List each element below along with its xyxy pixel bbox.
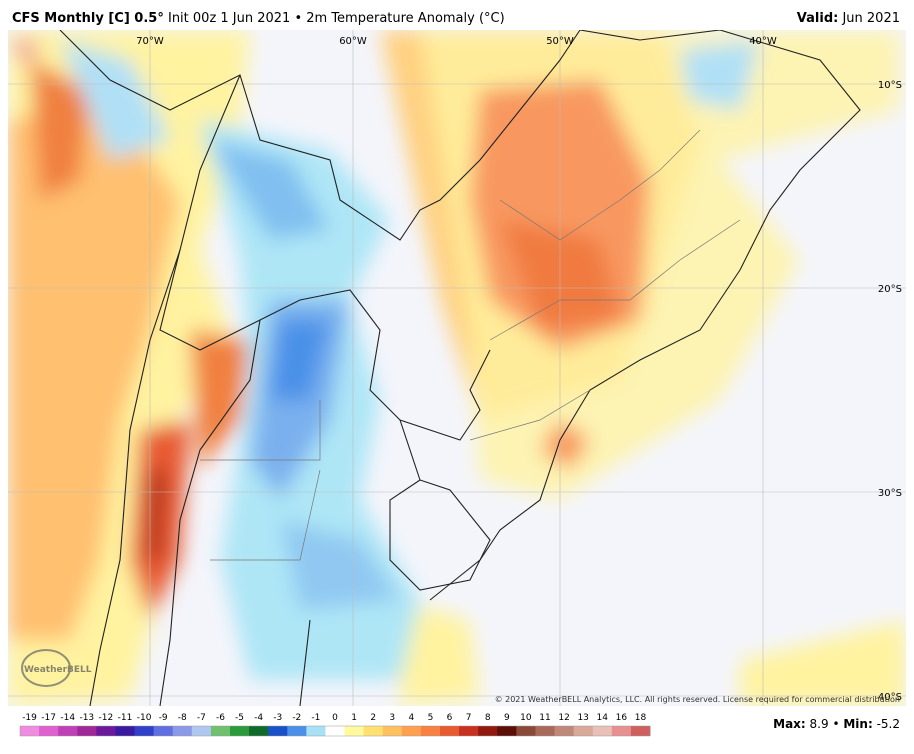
colorbar-label: 14 xyxy=(597,713,609,723)
colorbar-swatch xyxy=(611,726,632,736)
lon-label: 60°W xyxy=(339,36,367,47)
colorbar-label: -4 xyxy=(254,713,263,723)
colorbar-swatch xyxy=(478,726,498,736)
colorbar-swatch xyxy=(210,726,231,736)
colorbar-swatch xyxy=(516,726,536,736)
colorbar-label: 12 xyxy=(558,713,569,723)
colorbar-swatch xyxy=(287,726,307,736)
colorbar-swatch xyxy=(592,726,613,736)
colorbar-swatch xyxy=(172,726,193,736)
colorbar-swatch xyxy=(268,726,288,736)
colorbar-label: 6 xyxy=(447,713,453,723)
lon-label: 40°W xyxy=(749,36,777,47)
colorbar-swatch xyxy=(535,726,556,736)
colorbar-label: -13 xyxy=(79,713,94,723)
valid: Valid: Jun 2021 xyxy=(797,11,900,26)
colorbar-label: -3 xyxy=(273,713,282,723)
colorbar-label: -17 xyxy=(41,713,56,723)
colorbar-label: 16 xyxy=(616,713,628,723)
colorbar-swatch xyxy=(230,726,250,736)
colorbar-label: -12 xyxy=(99,713,114,723)
colorbar-swatch xyxy=(363,726,384,736)
state-borders xyxy=(200,129,741,561)
colorbar-label: -6 xyxy=(216,713,225,723)
lat-label: 40°S xyxy=(878,692,902,703)
colorbar-frame xyxy=(19,725,651,737)
colorbar-swatch xyxy=(134,726,155,736)
graticule xyxy=(8,30,906,706)
colorbar-label: 9 xyxy=(504,713,510,723)
colorbar-swatch xyxy=(325,726,346,736)
colorbar-label: 1 xyxy=(351,713,357,723)
logo-text: WeatherBELL xyxy=(24,665,92,675)
colorbar-swatch xyxy=(58,726,78,736)
colorbar-label: -1 xyxy=(311,713,320,723)
colorbar-label: -7 xyxy=(197,713,206,723)
colorbar-label: 7 xyxy=(466,713,472,723)
title: CFS Monthly [C] 0.5° Init 00z 1 Jun 2021… xyxy=(12,11,505,26)
colorbar-swatch xyxy=(96,726,116,736)
colorbar-swatch xyxy=(77,726,97,736)
colorbar-swatch xyxy=(401,726,422,736)
anomaly-field xyxy=(8,30,906,706)
colorbar: -19 -17 -14 -13 -12 -11 -10 -9 -8 -7 -6 -5 -4 -3 -2 -1 0… xyxy=(19,713,651,737)
colorbar-swatch xyxy=(249,726,269,736)
colorbar-label: -19 xyxy=(22,713,37,723)
colorbar-label: -10 xyxy=(137,713,152,723)
colorbar-swatch xyxy=(115,726,136,736)
lat-label: 30°S xyxy=(878,488,902,499)
logo: WeatherBELL xyxy=(21,649,92,687)
colorbar-swatch xyxy=(420,726,441,736)
colorbar-label: 2 xyxy=(370,713,376,723)
colorbar-label: -11 xyxy=(118,713,133,723)
colorbar-label: 0 xyxy=(332,713,338,723)
colorbar-label: 11 xyxy=(539,713,550,723)
colorbar-label: -2 xyxy=(292,713,301,723)
lat-label: 20°S xyxy=(878,284,902,295)
colorbar-swatch xyxy=(306,726,326,736)
lon-label: 50°W xyxy=(546,36,574,47)
colorbar-label: 8 xyxy=(485,713,491,723)
map: 70°W 60°W 50°W 40°W 10°S 20°S 30°S 40°S … xyxy=(8,30,906,706)
lat-label: 10°S xyxy=(878,80,902,91)
colorbar-swatch xyxy=(630,726,651,736)
colorbar-swatch xyxy=(573,726,594,736)
colorbar-swatch xyxy=(191,726,212,736)
colorbar-swatch xyxy=(440,726,460,736)
colorbar-swatch xyxy=(497,726,517,736)
colorbar-swatch xyxy=(344,726,365,736)
stats: Max: 8.9 • Min: -5.2 xyxy=(773,717,900,731)
colorbar-swatch xyxy=(459,726,479,736)
colorbar-label: 4 xyxy=(408,713,414,723)
borders xyxy=(59,30,861,706)
colorbar-swatch xyxy=(20,726,40,736)
colorbar-label: 18 xyxy=(635,713,647,723)
copyright: © 2021 WeatherBELL Analytics, LLC. All r… xyxy=(495,695,900,704)
colorbar-label: -8 xyxy=(178,713,187,723)
colorbar-label: 3 xyxy=(389,713,395,723)
lon-label: 70°W xyxy=(136,36,164,47)
colorbar-swatch xyxy=(39,726,59,736)
colorbar-label: 5 xyxy=(428,713,434,723)
colorbar-label: -9 xyxy=(159,713,168,723)
colorbar-label: 13 xyxy=(577,713,588,723)
colorbar-swatch xyxy=(153,726,174,736)
colorbar-label: -14 xyxy=(60,713,75,723)
colorbar-swatch xyxy=(554,726,575,736)
colorbar-label: -5 xyxy=(235,713,244,723)
colorbar-swatch xyxy=(382,726,403,736)
colorbar-label: 10 xyxy=(520,713,532,723)
